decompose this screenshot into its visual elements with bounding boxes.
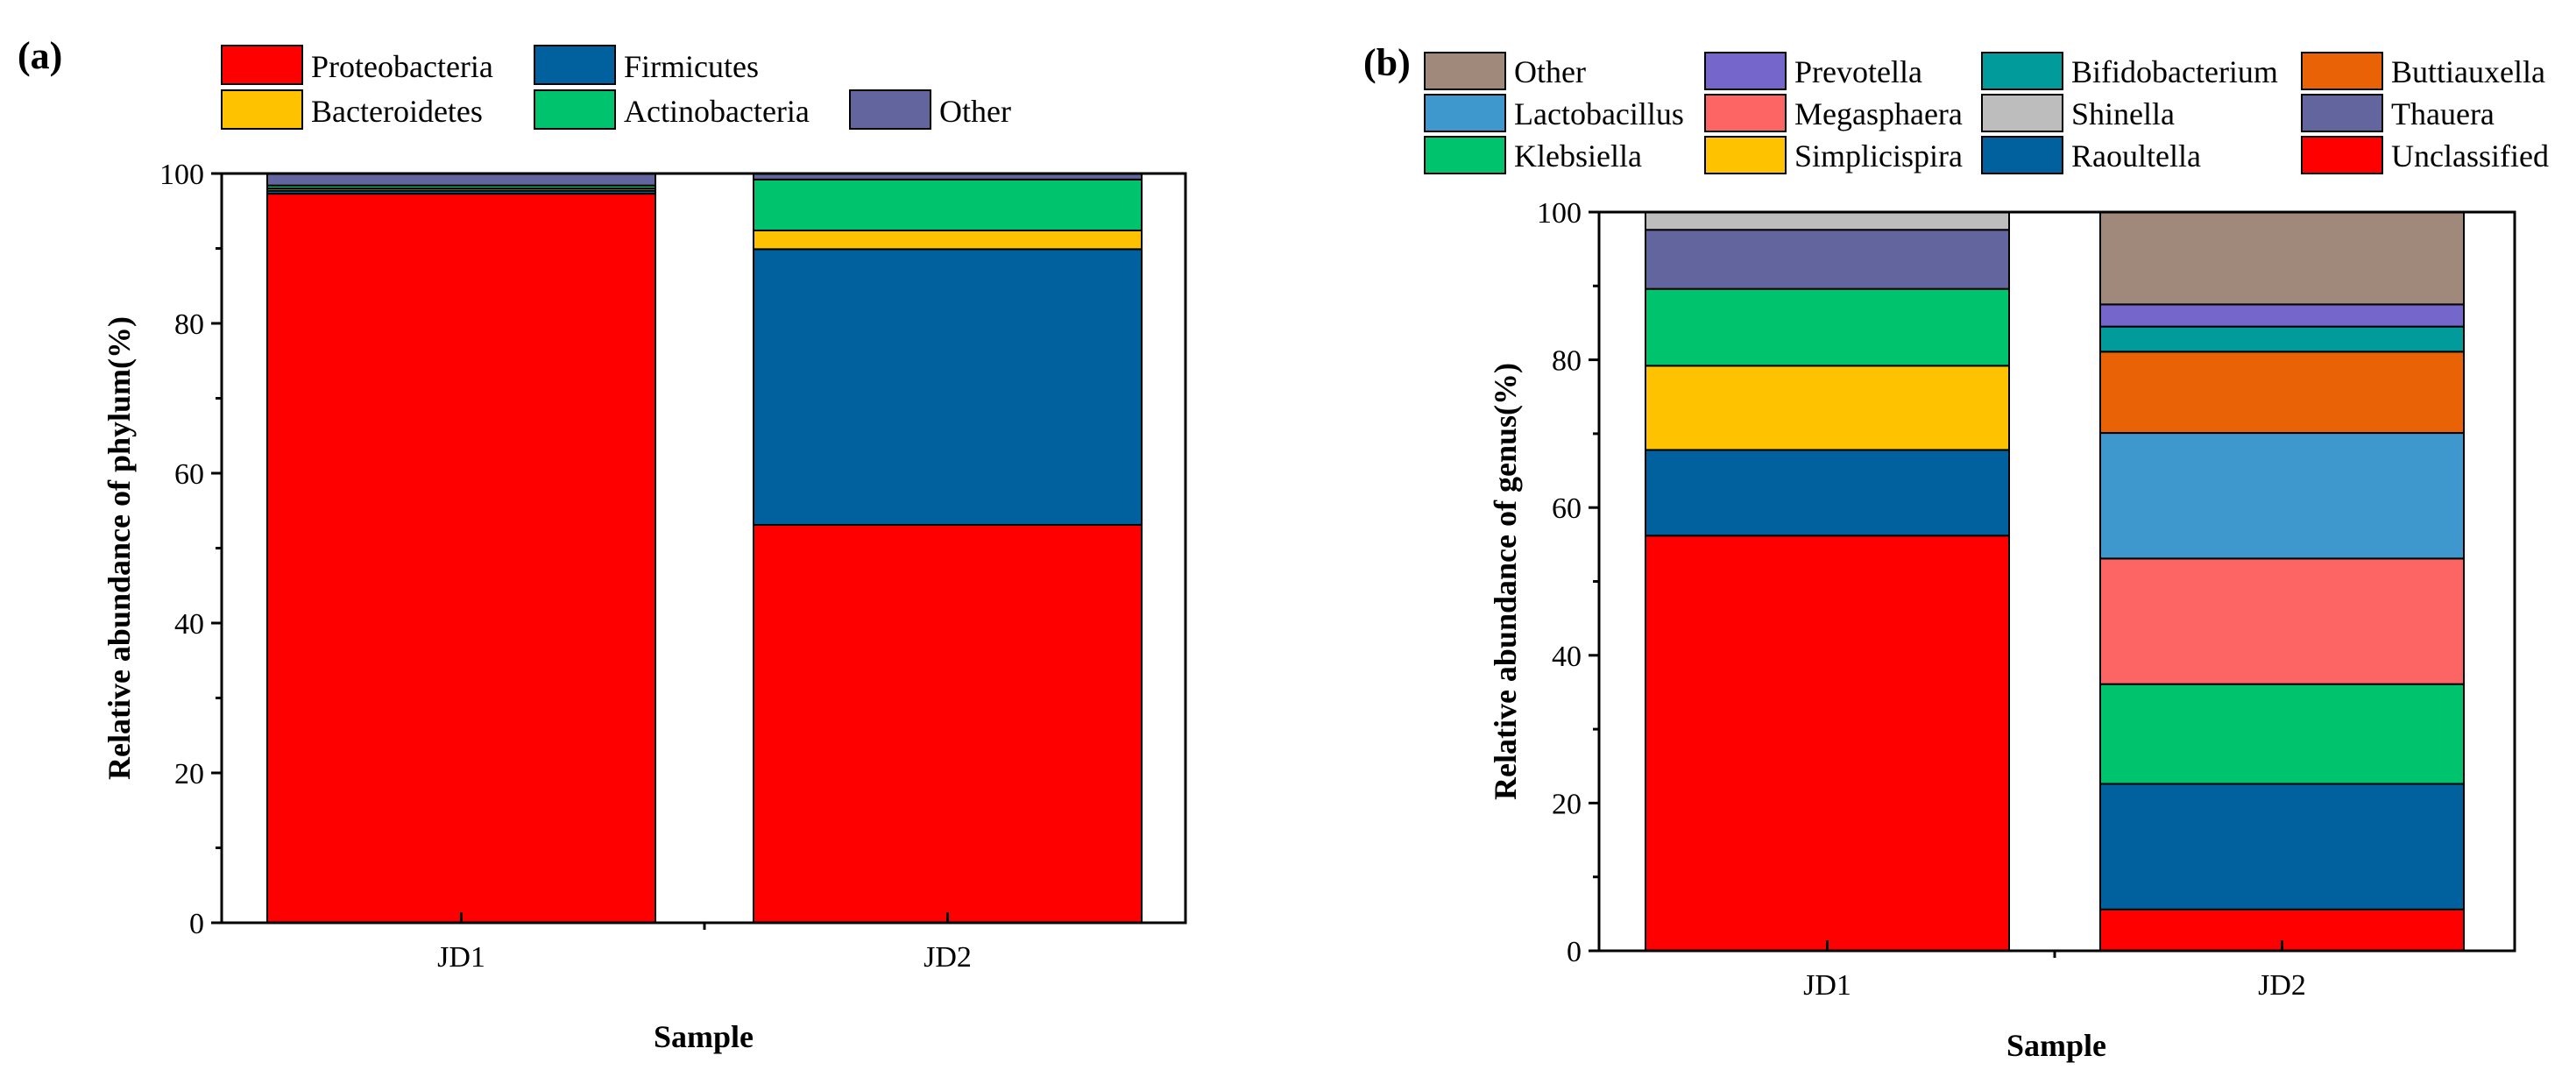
bar-jd2-buttiauxella <box>2099 351 2465 435</box>
y-axis-title: Relative abundance of genus(%) <box>1488 363 1523 800</box>
y-tick-label: 100 <box>159 159 204 191</box>
y-axis-title: Relative abundance of phylum(%) <box>102 316 137 780</box>
legend-swatch-unclassified <box>2301 136 2383 174</box>
chart-panel-a: 0 20 40 60 80 100 JD1 JD2 Sample Relative abundan… <box>102 45 1187 1054</box>
y-tick-label: 100 <box>1537 197 1582 230</box>
legend-label-simplicispira: Simplicispira <box>1794 138 1963 174</box>
bar-jd2-proteobacteria <box>753 523 1143 924</box>
legend-label-raoultella: Raoultella <box>2071 138 2201 174</box>
x-tick-label: JD1 <box>437 941 485 974</box>
legend-swatch-thauera <box>2301 94 2383 132</box>
legend-swatch-buttiauxella <box>2301 52 2383 90</box>
bar-jd1-simplicispira <box>1645 365 2010 451</box>
legend-swatch-raoultella <box>1981 136 2063 174</box>
y-tick-label: 40 <box>1552 641 1582 673</box>
legend-label-thauera: Thauera <box>2391 96 2495 131</box>
bar-jd1-klebsiella <box>1645 287 2010 367</box>
legend-label-klebsiella: Klebsiella <box>1514 138 1642 174</box>
y-tick-label: 60 <box>1552 492 1582 525</box>
legend-swatch-other <box>1424 52 1506 90</box>
legend-label-shinella: Shinella <box>2071 96 2175 131</box>
chart-panel-b: 0 20 40 60 80 100 JD1 JD2 Sample Relative abundan… <box>1424 52 2549 1063</box>
x-axis-title: Sample <box>654 1019 754 1054</box>
bar-jd1-unclassified <box>1645 535 2010 952</box>
bar-jd2-megasphaera <box>2099 557 2465 685</box>
bar-jd1-raoultella <box>1645 449 2010 537</box>
legend-label-bacteroidetes: Bacteroidetes <box>311 94 483 129</box>
y-tick-label: 20 <box>1552 788 1582 820</box>
bar-jd1-thauera <box>1645 229 2010 290</box>
y-tick-label: 40 <box>174 608 204 641</box>
legend-swatch-megasphaera <box>1704 94 1787 132</box>
legend-label-actinobacteria: Actinobacteria <box>624 94 810 129</box>
panel-a-label: (a) <box>18 34 62 77</box>
legend-swatch-proteobacteria <box>221 45 303 85</box>
bar-jd2-other <box>2099 211 2465 306</box>
legend-label-prevotella: Prevotella <box>1794 54 1922 89</box>
legend-label-other: Other <box>1514 54 1586 89</box>
y-tick-label: 0 <box>1567 936 1582 968</box>
bar-jd2-prevotella <box>2099 303 2465 328</box>
legend-swatch-simplicispira <box>1704 136 1787 174</box>
legend-label-other: Other <box>939 94 1011 129</box>
x-axis-title: Sample <box>2006 1028 2106 1063</box>
legend-label-firmicutes: Firmicutes <box>624 49 759 84</box>
bar-jd2-actinobacteria <box>753 178 1143 231</box>
legend-swatch-bacteroidetes <box>221 89 303 130</box>
bar-jd2-klebsiella <box>2099 683 2465 785</box>
y-tick-label: 80 <box>1552 345 1582 378</box>
legend-swatch-bifidobacterium <box>1981 52 2063 90</box>
legend-label-unclassified: Unclassified <box>2391 138 2549 174</box>
legend-label-buttiauxella: Buttiauxella <box>2391 54 2545 89</box>
y-tick-label: 80 <box>174 308 204 341</box>
legend-label-proteobacteria: Proteobacteria <box>311 49 493 84</box>
y-tick-label: 0 <box>189 908 204 940</box>
legend-swatch-firmicutes <box>534 45 616 85</box>
legend-label-lactobacillus: Lactobacillus <box>1514 96 1684 131</box>
bar-jd2-lactobacillus <box>2099 432 2465 560</box>
y-tick-label: 20 <box>174 758 204 790</box>
legend-swatch-actinobacteria <box>534 89 616 130</box>
legend-label-bifidobacterium: Bifidobacterium <box>2071 54 2278 89</box>
bar-jd1-proteobacteria <box>266 193 656 924</box>
bar-jd1-other <box>266 173 656 187</box>
bar-jd1-shinella <box>1645 211 2010 231</box>
y-tick-label: 60 <box>174 458 204 491</box>
panel-b-label: (b) <box>1363 41 1411 84</box>
legend-swatch-other <box>849 89 931 130</box>
legend-swatch-shinella <box>1981 94 2063 132</box>
legend-swatch-klebsiella <box>1424 136 1506 174</box>
legend-swatch-lactobacillus <box>1424 94 1506 132</box>
bar-jd2-bacteroidetes <box>753 229 1143 251</box>
bar-jd2-firmicutes <box>753 248 1143 526</box>
x-tick-label: JD2 <box>2258 969 2306 1002</box>
bar-jd2-bifidobacterium <box>2099 325 2465 353</box>
bar-jd2-raoultella <box>2099 783 2465 910</box>
x-tick-label: JD2 <box>924 941 972 974</box>
x-tick-label: JD1 <box>1803 969 1851 1002</box>
legend-swatch-prevotella <box>1704 52 1787 90</box>
legend-label-megasphaera: Megasphaera <box>1794 96 1963 131</box>
